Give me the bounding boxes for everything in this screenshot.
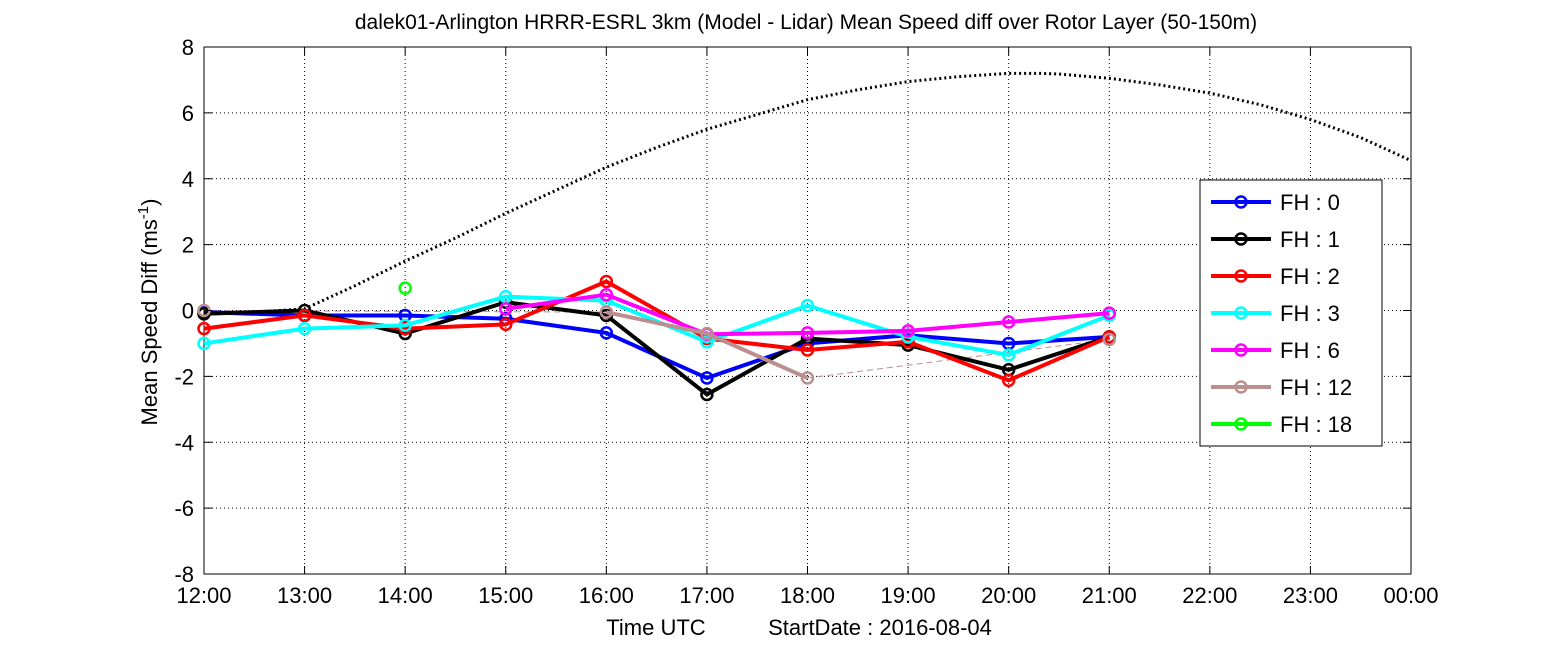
- y-tick-label: 6: [182, 101, 194, 126]
- data-point: [297, 321, 312, 336]
- y-tick-label: 4: [182, 167, 194, 192]
- legend-swatch-marker: [1234, 343, 1248, 357]
- legend-swatch-marker: [1234, 269, 1248, 283]
- series-layer: [197, 274, 1116, 402]
- legend-entry-label: FH : 6: [1280, 338, 1340, 363]
- data-point: [1001, 373, 1016, 388]
- data-point: [297, 308, 312, 323]
- y-tick-label: -4: [174, 430, 194, 455]
- x-axis-start-date: StartDate : 2016-08-04: [768, 615, 992, 640]
- data-point: [700, 335, 714, 349]
- x-tick-label: 22:00: [1182, 583, 1237, 608]
- data-point: [1001, 315, 1016, 329]
- data-point: [197, 336, 211, 351]
- data-point: [700, 326, 714, 341]
- x-tick-label: 15:00: [478, 583, 533, 608]
- x-tick-label: 14:00: [378, 583, 433, 608]
- legend-entry-label: FH : 12: [1280, 375, 1352, 400]
- series-line: [505, 292, 1110, 337]
- x-tick-label: 13:00: [277, 583, 332, 608]
- reference-curve-layer: [204, 71, 1412, 314]
- data-point: [599, 274, 614, 289]
- data-point: [700, 371, 714, 385]
- y-tick-label: 2: [182, 233, 194, 258]
- series-line: [605, 310, 809, 380]
- data-point: [1001, 348, 1016, 362]
- x-tick-label: 17:00: [679, 583, 734, 608]
- y-axis-label: Mean Speed Diff (ms-1): [135, 199, 162, 426]
- legend-swatch-marker: [1234, 306, 1248, 320]
- legend-swatch-marker: [1234, 380, 1248, 394]
- legend-swatch-marker: [1234, 232, 1248, 246]
- x-tick-label: 18:00: [780, 583, 835, 608]
- x-tick-label: 12:00: [176, 583, 231, 608]
- x-tick-label: 21:00: [1082, 583, 1137, 608]
- legend-swatch-marker: [1234, 195, 1248, 209]
- series-line: [203, 279, 1111, 383]
- data-point: [398, 318, 412, 333]
- data-point: [800, 371, 815, 385]
- y-tick-label: -6: [174, 496, 194, 521]
- y-axis-label-close: ): [137, 199, 162, 206]
- x-tick-label: 19:00: [881, 583, 936, 608]
- data-point: [800, 326, 815, 340]
- y-tick-label: -2: [174, 364, 194, 389]
- data-point: [599, 326, 614, 340]
- data-point: [499, 302, 513, 316]
- data-point: [700, 387, 714, 402]
- x-tick-label: 16:00: [579, 583, 634, 608]
- legend-entry-label: FH : 0: [1280, 190, 1340, 215]
- legend-entry-label: FH : 18: [1280, 412, 1352, 437]
- y-axis-ticks: -8 -6 -4 -2 0 2 4 6 8: [174, 35, 1411, 587]
- y-axis-label-superscript: -1: [135, 206, 152, 219]
- chart-title: dalek01-Arlington HRRR-ESRL 3km (Model -…: [355, 11, 1257, 34]
- data-point: [800, 343, 815, 357]
- legend-entry-label: FH : 3: [1280, 301, 1340, 326]
- y-tick-label: -8: [174, 562, 194, 587]
- x-axis-label: Time UTC: [606, 615, 706, 640]
- legend-entry-label: FH : 2: [1280, 264, 1340, 289]
- data-point: [800, 298, 815, 313]
- legend: FH : 0 FH : 1 FH : 2 FH : 3 FH : 6 FH : 12 FH …: [1199, 179, 1383, 447]
- series-2: [197, 274, 1116, 388]
- x-tick-label: 20:00: [981, 583, 1036, 608]
- legend-entry-label: FH : 1: [1280, 227, 1340, 252]
- x-axis-ticks: 12:00 13:00 14:00 15:00 16:00 17:00 18:00 19:00…: [176, 47, 1439, 608]
- x-tick-label: 00:00: [1383, 583, 1438, 608]
- data-point: [599, 287, 614, 302]
- y-axis-label-main: Mean Speed Diff (ms: [137, 219, 162, 425]
- data-point: [901, 324, 915, 338]
- data-point: [398, 281, 412, 295]
- reference-curve: [204, 71, 1412, 314]
- data-point: [1102, 306, 1116, 320]
- legend-swatch-marker: [1234, 417, 1248, 431]
- y-tick-label: 8: [182, 35, 194, 60]
- series-6: [398, 281, 412, 295]
- data-point: [1102, 332, 1116, 347]
- x-tick-label: 23:00: [1283, 583, 1338, 608]
- data-point: [197, 321, 211, 336]
- data-point: [499, 317, 513, 332]
- y-tick-label: 0: [182, 299, 194, 324]
- data-point: [599, 305, 614, 319]
